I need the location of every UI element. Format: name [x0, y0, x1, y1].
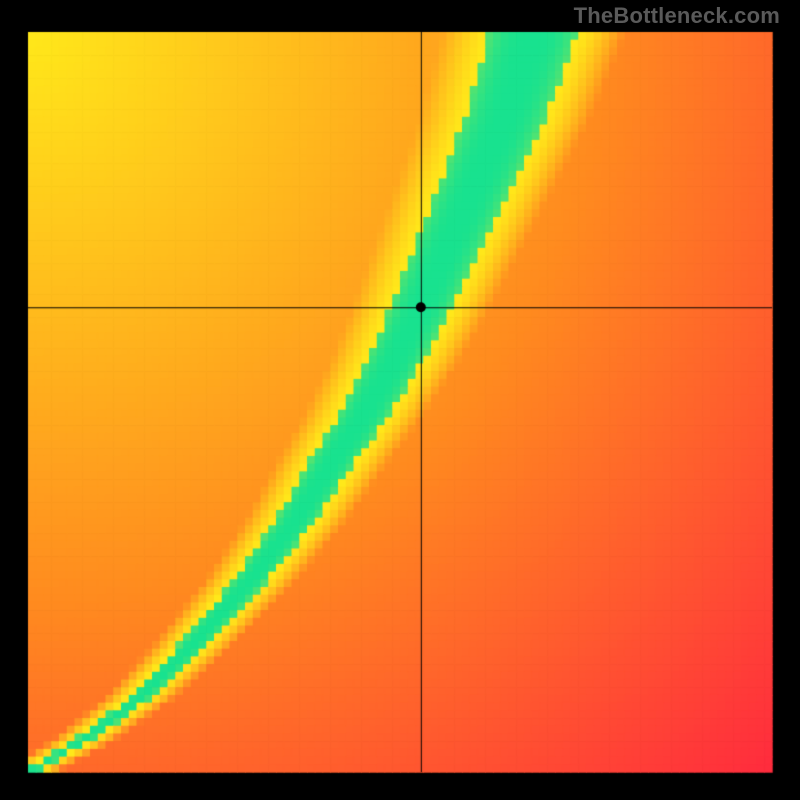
bottleneck-heatmap: [0, 0, 800, 800]
chart-container: TheBottleneck.com: [0, 0, 800, 800]
watermark-text: TheBottleneck.com: [574, 3, 780, 29]
